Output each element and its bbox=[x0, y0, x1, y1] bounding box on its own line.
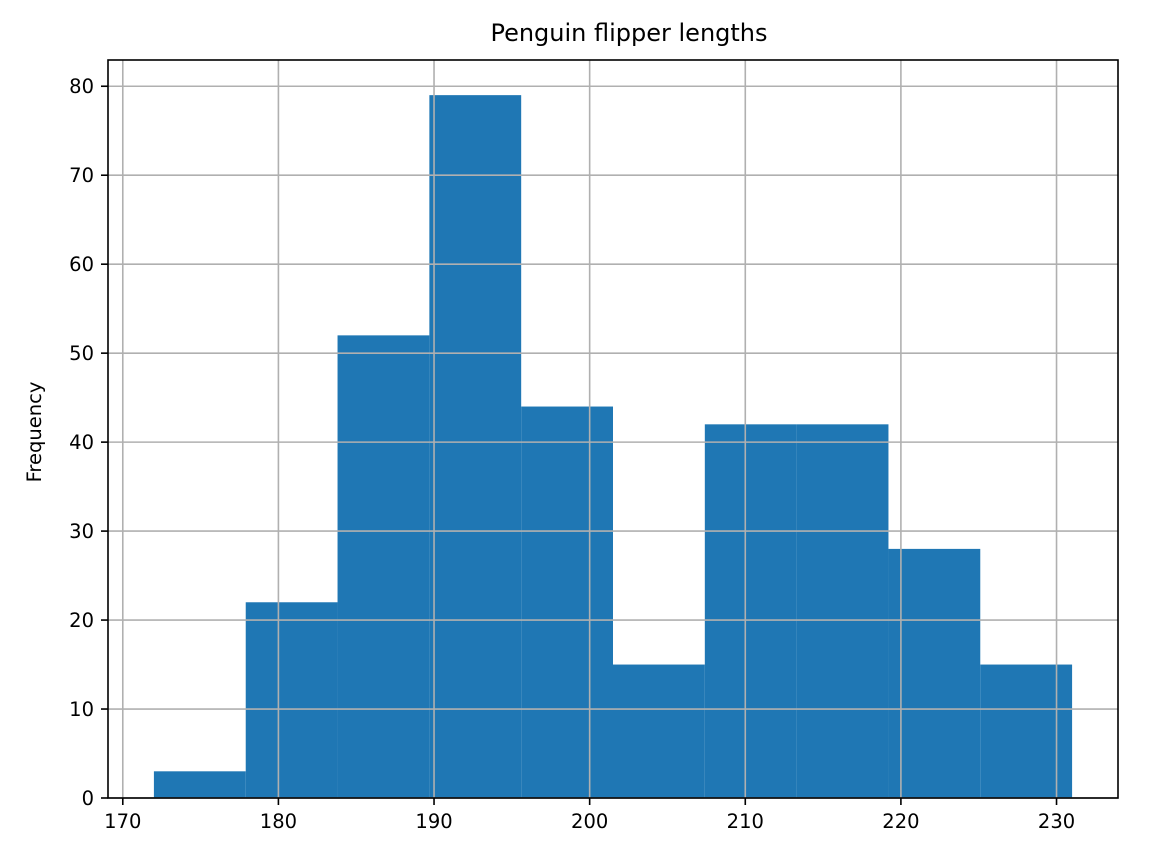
axes bbox=[107, 59, 1119, 799]
x-tick-label: 210 bbox=[727, 810, 764, 833]
x-tick-label: 190 bbox=[415, 810, 452, 833]
y-axis-label: Frequency bbox=[23, 382, 46, 483]
tick-labels: 170 180 190 200 210 220 230 0 10 20 30 40 50 60 70 80 bbox=[69, 75, 1075, 833]
x-tick-label: 220 bbox=[882, 810, 919, 833]
chart-title: Penguin flipper lengths bbox=[490, 19, 767, 47]
plot-frame bbox=[107, 59, 1119, 799]
y-tick-label: 50 bbox=[69, 342, 94, 365]
tick-marks bbox=[101, 85, 1058, 805]
x-tick-label: 170 bbox=[104, 810, 141, 833]
histogram-bar bbox=[521, 406, 613, 798]
y-tick-label: 30 bbox=[69, 520, 94, 543]
y-tick-label: 60 bbox=[69, 253, 94, 276]
x-tick-label: 200 bbox=[571, 810, 608, 833]
histogram-bar bbox=[980, 664, 1073, 798]
histogram-bar bbox=[429, 95, 522, 798]
y-tick-label: 70 bbox=[69, 164, 94, 187]
x-tick-label: 180 bbox=[260, 810, 297, 833]
y-tick-label: 0 bbox=[82, 787, 94, 810]
y-tick-label: 40 bbox=[69, 431, 94, 454]
histogram-bar bbox=[796, 424, 889, 798]
histogram-bar bbox=[888, 548, 981, 798]
histogram-bar bbox=[704, 424, 797, 798]
histogram-bar bbox=[153, 771, 246, 798]
y-tick-label: 20 bbox=[69, 609, 94, 632]
y-tick-label: 10 bbox=[69, 698, 94, 721]
histogram-bar bbox=[245, 602, 338, 798]
histogram-bar bbox=[613, 664, 705, 798]
x-tick-label: 230 bbox=[1038, 810, 1075, 833]
histogram-bar bbox=[337, 335, 430, 798]
histogram-bars bbox=[153, 95, 1073, 798]
y-tick-label: 80 bbox=[69, 75, 94, 98]
